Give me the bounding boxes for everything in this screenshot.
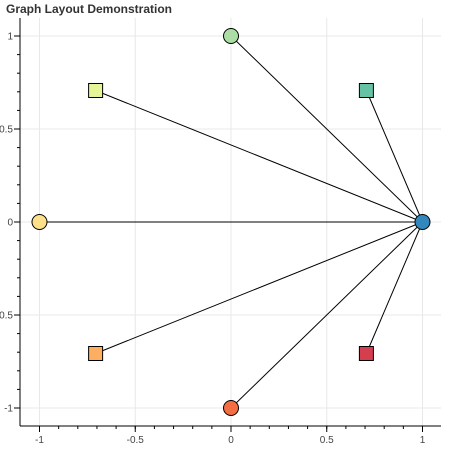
graph-edge-0-5 — [95, 221, 423, 354]
y-tick-label: -0.5 — [0, 311, 13, 322]
chart-title: Graph Layout Demonstration — [6, 2, 173, 16]
graph-node-circle-0 — [414, 214, 431, 230]
graph-node-square-7 — [358, 346, 374, 362]
graph-edge-0-6 — [230, 221, 423, 409]
y-tick-label: 0 — [7, 218, 13, 229]
graph-edge-0-7 — [365, 221, 423, 354]
graph-edge-0-2 — [230, 35, 423, 223]
x-tick-label: 0 — [228, 435, 234, 446]
axes: -1 -0.5 0 0.5 1 1 0.5 0 -0.5 -1 — [0, 18, 441, 446]
nodes — [31, 28, 431, 416]
graph-edge-0-3 — [95, 90, 423, 223]
y-tick-label: -1 — [4, 404, 13, 415]
x-tick-label: 1 — [420, 435, 426, 446]
graph-node-circle-4 — [31, 214, 48, 230]
graph-node-square-5 — [88, 346, 104, 362]
graph-node-square-1 — [358, 82, 374, 98]
x-tick-label: -1 — [35, 435, 44, 446]
graph-edge-0-1 — [365, 90, 423, 223]
x-tick-label: -0.5 — [127, 435, 145, 446]
graph-node-circle-6 — [223, 400, 239, 416]
y-tick-label: 1 — [7, 32, 13, 43]
graph-node-circle-2 — [223, 28, 239, 44]
x-tick-label: 0.5 — [320, 435, 334, 446]
graph-node-square-3 — [88, 82, 104, 98]
edges — [39, 35, 423, 409]
y-tick-label: 0.5 — [0, 125, 13, 136]
